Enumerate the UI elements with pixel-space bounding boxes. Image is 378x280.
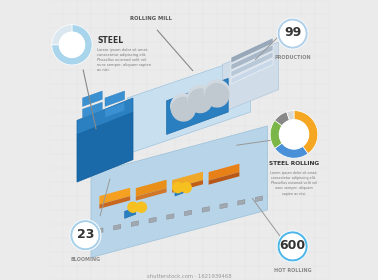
Circle shape [181, 183, 191, 193]
Polygon shape [167, 78, 228, 134]
Polygon shape [125, 207, 136, 218]
Circle shape [280, 234, 305, 259]
Circle shape [280, 21, 305, 46]
Text: shutterstock.com · 1621939468: shutterstock.com · 1621939468 [147, 274, 231, 279]
Polygon shape [127, 56, 251, 154]
Polygon shape [223, 42, 279, 112]
Circle shape [277, 231, 308, 262]
Wedge shape [287, 111, 294, 121]
Polygon shape [238, 200, 245, 205]
Polygon shape [256, 196, 263, 202]
Text: 23: 23 [77, 228, 94, 241]
Polygon shape [231, 45, 273, 70]
Wedge shape [270, 120, 282, 148]
Text: Lorem ipsum dolor sit amet,
consectetur adipiscing elit.
Phasellus euismod velit: Lorem ipsum dolor sit amet, consectetur … [270, 171, 318, 196]
Circle shape [136, 202, 146, 212]
Polygon shape [231, 59, 273, 84]
Polygon shape [77, 112, 133, 182]
Wedge shape [52, 25, 92, 65]
Polygon shape [167, 214, 174, 219]
Wedge shape [294, 111, 318, 154]
Wedge shape [277, 18, 308, 49]
Polygon shape [113, 224, 121, 230]
Polygon shape [105, 102, 125, 118]
Wedge shape [275, 112, 290, 126]
Circle shape [128, 202, 138, 212]
Wedge shape [70, 220, 101, 251]
Circle shape [277, 18, 308, 49]
Polygon shape [231, 52, 273, 77]
Polygon shape [149, 217, 156, 223]
Circle shape [189, 89, 212, 113]
Polygon shape [83, 102, 102, 118]
Circle shape [171, 94, 196, 119]
Circle shape [187, 85, 213, 111]
Wedge shape [275, 143, 308, 158]
Text: HOT ROLLING: HOT ROLLING [274, 268, 311, 273]
Polygon shape [175, 185, 186, 196]
Polygon shape [184, 210, 192, 216]
Polygon shape [99, 188, 130, 204]
Polygon shape [202, 207, 209, 212]
Polygon shape [131, 221, 138, 227]
Polygon shape [105, 91, 125, 106]
Text: 99: 99 [284, 26, 301, 39]
Text: BLOOMING: BLOOMING [70, 257, 101, 262]
Text: STEEL ROLLING: STEEL ROLLING [269, 161, 319, 166]
Polygon shape [209, 164, 239, 181]
Text: Lorem ipsum dolor sit amet,
consectetur adipiscing elit.
Phasellus euismod velit: Lorem ipsum dolor sit amet, consectetur … [97, 48, 151, 73]
Text: ROLLING MILL: ROLLING MILL [130, 16, 172, 21]
Polygon shape [209, 172, 239, 185]
Polygon shape [96, 228, 103, 234]
Wedge shape [277, 231, 308, 262]
Circle shape [204, 80, 229, 105]
Text: PRODUCTION: PRODUCTION [274, 55, 311, 60]
Wedge shape [52, 25, 72, 45]
Polygon shape [172, 180, 203, 193]
Polygon shape [83, 91, 102, 106]
Polygon shape [91, 126, 267, 258]
Circle shape [73, 223, 98, 248]
Text: 600: 600 [280, 239, 306, 252]
Polygon shape [136, 188, 167, 201]
Circle shape [279, 120, 308, 149]
Polygon shape [136, 180, 167, 197]
Circle shape [59, 32, 85, 57]
Circle shape [173, 183, 183, 193]
Circle shape [172, 97, 195, 121]
Polygon shape [99, 196, 130, 209]
Circle shape [70, 220, 101, 251]
Polygon shape [172, 172, 203, 188]
Polygon shape [77, 98, 133, 134]
Text: STEEL: STEEL [97, 36, 123, 45]
Polygon shape [231, 38, 273, 63]
Polygon shape [220, 203, 227, 209]
Circle shape [205, 83, 229, 107]
